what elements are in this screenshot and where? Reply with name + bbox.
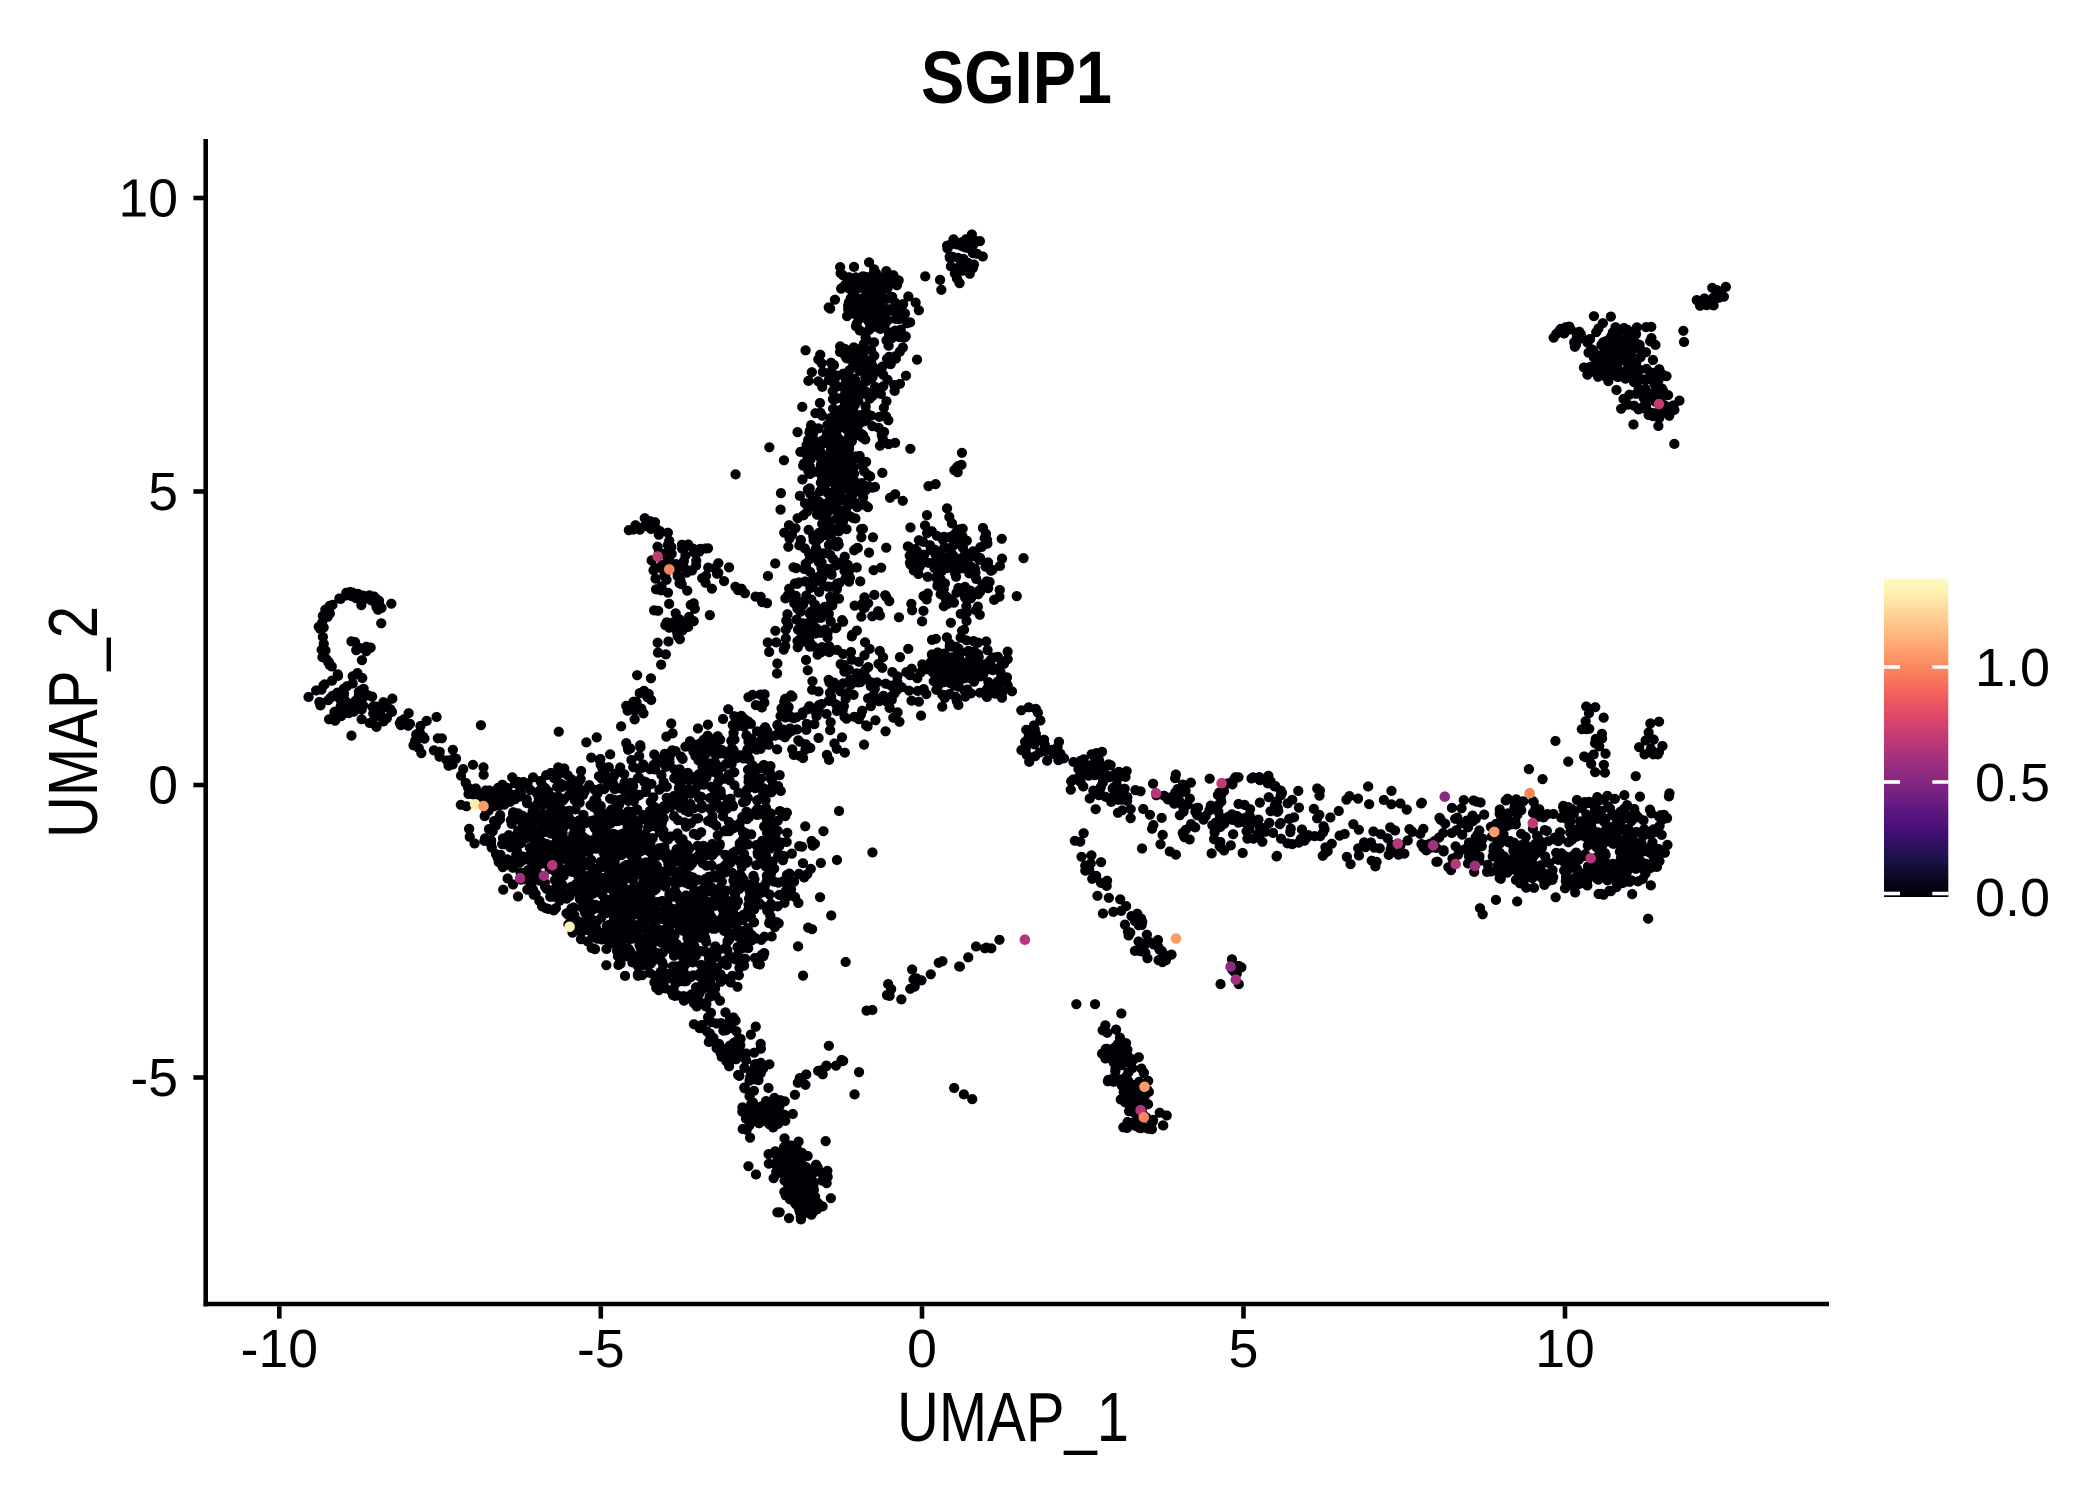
svg-text:-5: -5 <box>577 1320 625 1379</box>
svg-text:-5: -5 <box>130 1049 178 1108</box>
svg-text:0: 0 <box>148 757 178 816</box>
svg-text:5: 5 <box>148 463 178 522</box>
svg-text:UMAP_2: UMAP_2 <box>34 606 112 838</box>
svg-text:0.0: 0.0 <box>1975 868 2050 928</box>
svg-text:SGIP1: SGIP1 <box>921 36 1112 119</box>
svg-text:0: 0 <box>907 1320 937 1379</box>
svg-text:5: 5 <box>1229 1320 1259 1379</box>
svg-text:UMAP_1: UMAP_1 <box>897 1378 1129 1456</box>
svg-text:10: 10 <box>118 170 178 229</box>
svg-text:-10: -10 <box>241 1320 318 1379</box>
svg-text:10: 10 <box>1535 1320 1595 1379</box>
svg-text:1.0: 1.0 <box>1975 638 2050 698</box>
svg-text:0.5: 0.5 <box>1975 753 2050 813</box>
